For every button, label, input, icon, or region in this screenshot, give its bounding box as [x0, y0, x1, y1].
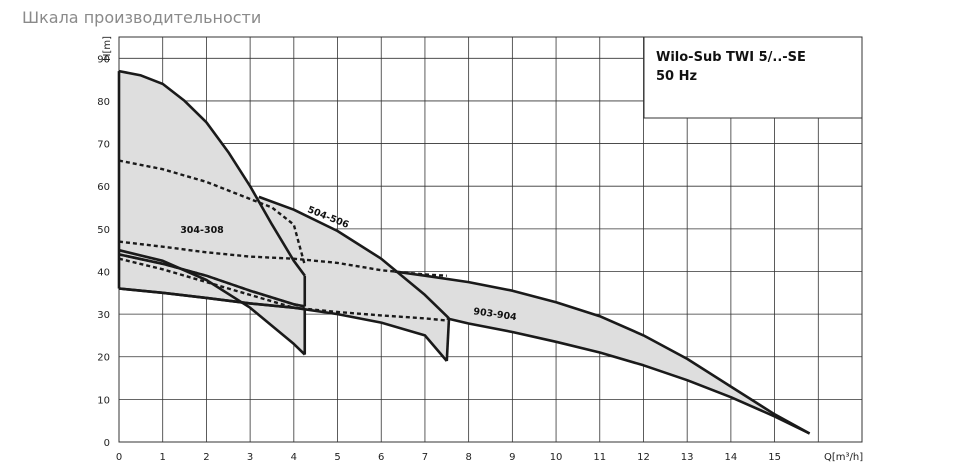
y-tick-label: 0: [104, 438, 110, 449]
y-tick-label: 40: [97, 267, 110, 278]
x-tick-label: 14: [725, 452, 738, 463]
x-axis-label: Q[m³/h]: [824, 452, 863, 463]
x-tick-label: 13: [681, 452, 694, 463]
performance-areas: [119, 71, 810, 434]
grid: [118, 36, 863, 443]
chart-subtitle: 50 Hz: [656, 69, 697, 84]
x-tick-label: 5: [334, 452, 340, 463]
y-tick-label: 50: [97, 225, 110, 236]
series-upper-curve: [118, 248, 306, 356]
x-tick-label: 8: [465, 452, 471, 463]
x-tick-label: 3: [247, 452, 253, 463]
y-axis-label: H[m]: [102, 36, 113, 61]
x-tick-label: 12: [637, 452, 650, 463]
legend-box: Wilo-Sub TWI 5/..-SE 50 Hz: [643, 36, 863, 119]
series-upper-curve: [394, 270, 811, 435]
series-end-edge: [445, 318, 451, 362]
y-tick-label: 70: [97, 140, 110, 151]
x-tick-label: 2: [203, 452, 209, 463]
x-tick-label: 1: [160, 452, 166, 463]
x-tick-label: 6: [378, 452, 384, 463]
series-upper-curve: [258, 195, 450, 320]
x-tick-label: 10: [550, 452, 563, 463]
y-tick-label: 60: [97, 182, 110, 193]
legend-frame: [643, 36, 863, 119]
y-tick-label: 30: [97, 310, 110, 321]
y-tick-label: 10: [97, 395, 110, 406]
series-lower-curve: [118, 287, 448, 362]
x-tick-label: 0: [116, 452, 122, 463]
x-tick-label: 4: [291, 452, 297, 463]
series-lower-curve: [118, 253, 306, 308]
x-tick-label: 9: [509, 452, 515, 463]
series-label: 304-308: [180, 225, 224, 236]
series-area: [119, 196, 449, 361]
y-tick-label: 80: [97, 97, 110, 108]
series-upper-curve: [118, 69, 306, 277]
x-tick-label: 7: [422, 452, 428, 463]
series-dashed-curve: [118, 159, 306, 266]
x-tick-label: 11: [593, 452, 606, 463]
chart-title: Wilo-Sub TWI 5/..-SE: [656, 50, 806, 65]
x-tick-label: 15: [768, 452, 781, 463]
y-tick-label: 20: [97, 353, 110, 364]
y-tick-label: 90: [97, 54, 110, 65]
series-dashed-curve: [118, 240, 447, 277]
tick-labels: 0 1 2 3 4 5 6 7 8 9 10 11 12 13 14 15010203040506070809…: [97, 54, 781, 463]
series-lower-curve: [446, 317, 811, 435]
page-heading: Шкала производительности: [22, 8, 262, 27]
